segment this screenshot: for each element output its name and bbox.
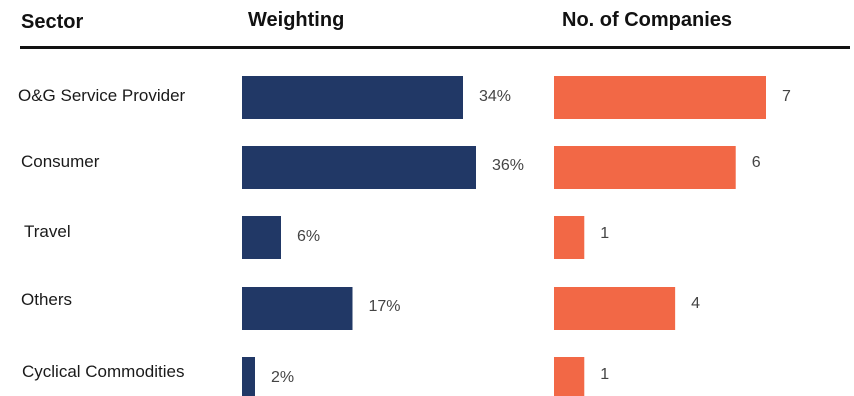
sector-header: Sector	[21, 11, 83, 33]
chart-rows: O&G Service Provider 34% 7 Consumer 36% 6 Trav…	[18, 76, 791, 396]
companies-header: No. of Companies	[562, 9, 732, 31]
companies-value-consumer: 6	[752, 154, 761, 171]
weighting-bar-travel	[242, 216, 281, 259]
companies-bar-travel	[554, 216, 585, 259]
weighting-bar-consumer	[242, 146, 476, 189]
header-rule	[20, 46, 850, 49]
companies-bar-consumer	[554, 146, 736, 189]
category-label-travel: Travel	[24, 222, 71, 241]
companies-bar-cyclical-commodities	[554, 357, 585, 396]
weighting-value-travel: 6%	[297, 228, 320, 245]
weighting-value-consumer: 36%	[492, 157, 524, 174]
category-label-cyclical-commodities: Cyclical Commodities	[22, 362, 184, 381]
weighting-bar-o-g-service-provider	[242, 76, 463, 119]
weighting-value-cyclical-commodities: 2%	[271, 369, 294, 386]
weighting-value-o-g-service-provider: 34%	[479, 88, 511, 105]
weighting-value-others: 17%	[369, 298, 401, 315]
category-label-o-g-service-provider: O&G Service Provider	[18, 86, 186, 105]
companies-bar-o-g-service-provider	[554, 76, 766, 119]
category-label-consumer: Consumer	[21, 152, 100, 171]
companies-value-travel: 1	[600, 225, 609, 242]
companies-bar-others	[554, 287, 676, 330]
weighting-bar-cyclical-commodities	[242, 357, 255, 396]
weighting-bar-others	[242, 287, 353, 330]
category-label-others: Others	[21, 290, 72, 309]
companies-value-o-g-service-provider: 7	[782, 88, 791, 105]
weighting-header: Weighting	[248, 9, 344, 31]
companies-value-others: 4	[691, 295, 700, 312]
companies-value-cyclical-commodities: 1	[600, 366, 609, 383]
